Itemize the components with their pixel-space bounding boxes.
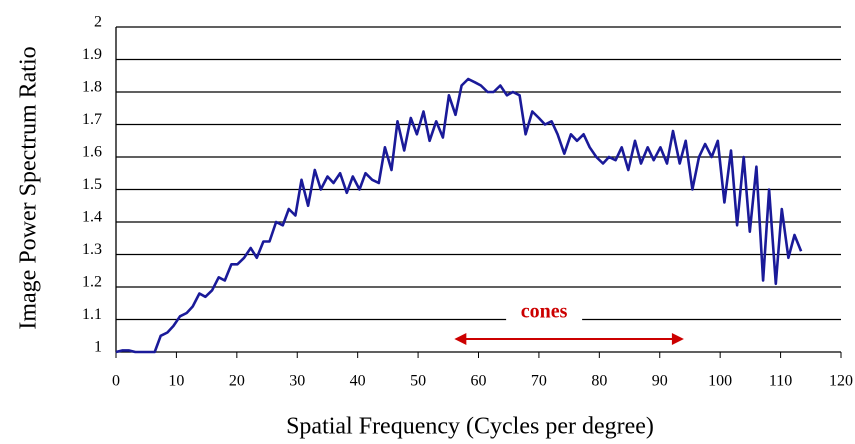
annotation-text: cones [521, 301, 568, 323]
annotation-bg [506, 301, 583, 323]
data-line [115, 77, 803, 354]
y-tick-label: 1.7 [82, 111, 102, 128]
x-tick-label: 40 [350, 373, 366, 390]
x-tick-label: 10 [168, 373, 184, 390]
y-tick-label: 1.8 [82, 79, 102, 96]
y-tick-label: 1.5 [82, 176, 102, 193]
y-tick-label: 1.1 [82, 306, 102, 323]
x-tick-label: 90 [652, 373, 668, 390]
y-tick-label: 1 [94, 339, 102, 356]
x-tick-label: 110 [769, 373, 792, 390]
y-tick-label: 1.6 [82, 144, 102, 161]
x-tick-label: 120 [829, 373, 853, 390]
y-axis-label: Image Power Spectrum Ratio [16, 46, 42, 329]
x-tick-label: 30 [289, 373, 305, 390]
y-tick-label: 1.4 [82, 209, 102, 226]
x-tick-label: 50 [410, 373, 426, 390]
x-tick-label: 100 [708, 373, 732, 390]
y-tick-label: 1.3 [82, 241, 102, 258]
x-tick-label: 20 [229, 373, 245, 390]
y-tick-label: 1.2 [82, 274, 102, 291]
arrow-head [671, 333, 684, 345]
x-axis-label: Spatial Frequency (Cycles per degree) [286, 414, 654, 440]
x-tick-label: 0 [112, 373, 120, 390]
y-tick-label: 2 [94, 14, 102, 31]
x-tick-label: 80 [591, 373, 607, 390]
x-tick-label: 60 [471, 373, 487, 390]
y-tick-label: 1.9 [82, 46, 102, 63]
x-tick-label: 70 [531, 373, 547, 390]
arrow-head [454, 333, 467, 345]
